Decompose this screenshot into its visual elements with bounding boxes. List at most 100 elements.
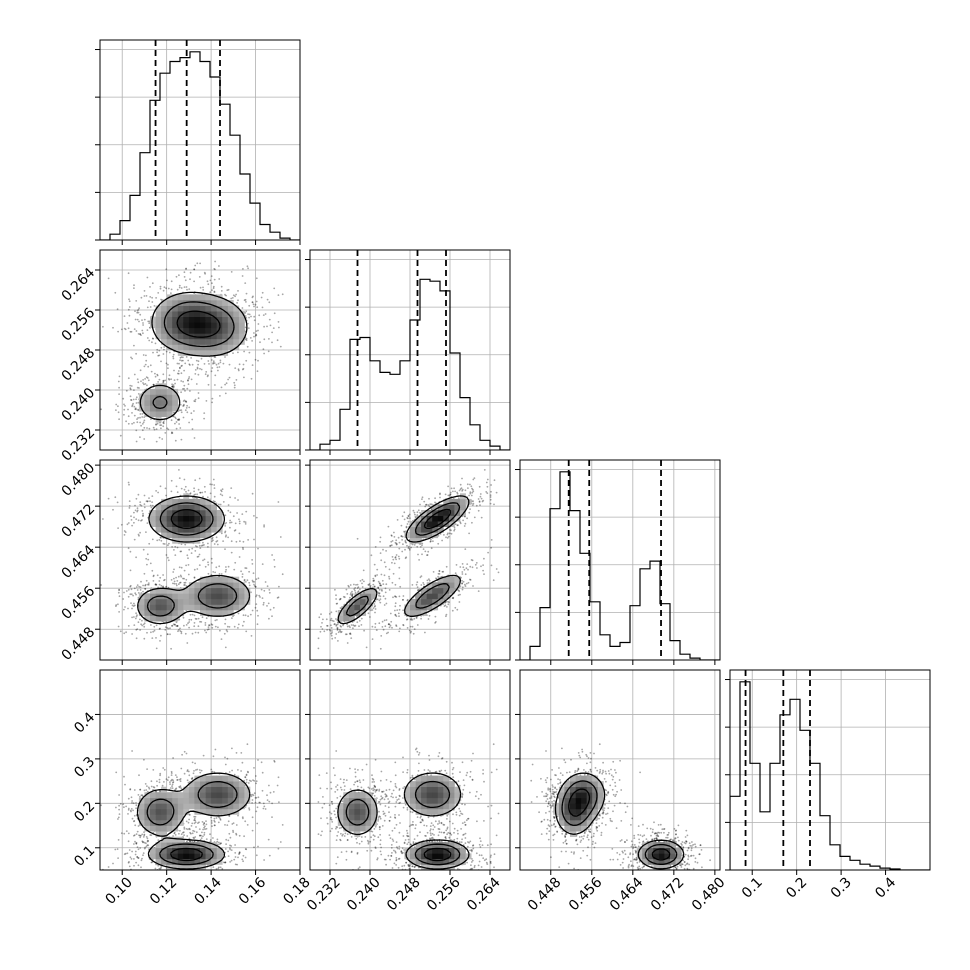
density-cell bbox=[205, 510, 212, 516]
sample-point bbox=[145, 579, 148, 582]
sample-point bbox=[186, 387, 189, 390]
sample-point bbox=[255, 330, 258, 332]
sample-point bbox=[425, 503, 427, 506]
sample-point bbox=[145, 354, 147, 357]
sample-point bbox=[187, 383, 190, 386]
sample-point bbox=[130, 808, 133, 810]
sample-point bbox=[133, 414, 136, 417]
sample-point bbox=[160, 360, 162, 363]
sample-point bbox=[224, 618, 227, 621]
sample-point bbox=[152, 384, 155, 386]
sample-point bbox=[178, 286, 181, 289]
sample-point bbox=[489, 502, 492, 505]
sample-point bbox=[411, 584, 414, 586]
sample-point bbox=[402, 599, 404, 601]
sample-point bbox=[263, 325, 265, 328]
density-cell bbox=[200, 587, 206, 594]
sample-point bbox=[137, 417, 140, 419]
sample-point bbox=[179, 581, 182, 584]
sample-point bbox=[182, 616, 185, 619]
sample-point bbox=[372, 580, 375, 582]
sample-point bbox=[154, 372, 156, 375]
sample-point bbox=[139, 416, 141, 419]
sample-point bbox=[213, 484, 216, 486]
sample-point bbox=[387, 631, 389, 634]
density-cell bbox=[188, 515, 195, 522]
sample-point bbox=[168, 542, 170, 545]
sample-point bbox=[193, 490, 196, 493]
sample-point bbox=[211, 282, 213, 285]
sample-point bbox=[464, 522, 467, 525]
sample-point bbox=[224, 622, 227, 625]
sample-point bbox=[391, 561, 393, 564]
sample-point bbox=[137, 308, 140, 311]
sample-point bbox=[162, 422, 165, 425]
sample-point bbox=[472, 478, 475, 481]
sample-point bbox=[233, 625, 236, 628]
sample-point bbox=[351, 595, 353, 597]
density-cell bbox=[183, 587, 190, 594]
density-cell bbox=[183, 294, 190, 301]
sample-point bbox=[187, 489, 190, 492]
sample-point bbox=[318, 616, 321, 619]
density-cell bbox=[150, 388, 156, 395]
sample-point bbox=[162, 420, 165, 423]
sample-point bbox=[133, 587, 136, 590]
sample-point bbox=[479, 493, 482, 495]
sample-point bbox=[218, 278, 221, 280]
sample-point bbox=[176, 491, 179, 494]
sample-point bbox=[194, 479, 197, 482]
sample-point bbox=[331, 619, 334, 622]
sample-point bbox=[271, 615, 273, 618]
sample-point bbox=[330, 634, 333, 637]
sample-point bbox=[182, 405, 185, 407]
density-cell bbox=[194, 593, 201, 600]
sample-point bbox=[273, 565, 276, 568]
sample-point bbox=[253, 585, 256, 587]
sample-point bbox=[479, 504, 481, 506]
sample-point bbox=[389, 624, 392, 627]
density-cell bbox=[205, 504, 212, 511]
sample-point bbox=[221, 494, 224, 497]
sample-point bbox=[133, 373, 136, 376]
sample-point bbox=[168, 374, 171, 377]
sample-point bbox=[146, 553, 149, 556]
sample-point bbox=[263, 589, 266, 592]
sample-point bbox=[406, 627, 409, 629]
density-cell bbox=[448, 587, 455, 594]
sample-point bbox=[142, 623, 145, 626]
sample-point bbox=[156, 574, 159, 577]
density-cell bbox=[410, 537, 416, 544]
sample-point bbox=[461, 579, 463, 582]
density-cell bbox=[194, 504, 201, 511]
sample-point bbox=[135, 628, 138, 631]
sample-point bbox=[139, 531, 142, 534]
sample-point bbox=[237, 623, 240, 626]
sample-point bbox=[470, 559, 473, 561]
sample-point bbox=[257, 359, 259, 362]
sample-point bbox=[115, 403, 118, 406]
sample-point bbox=[461, 588, 464, 591]
density-cell bbox=[432, 587, 439, 594]
sample-point bbox=[130, 356, 132, 359]
density-cell bbox=[415, 598, 422, 605]
sample-point bbox=[254, 303, 257, 306]
sample-point bbox=[149, 500, 151, 503]
sample-point bbox=[247, 327, 250, 329]
sample-point bbox=[478, 501, 481, 503]
sample-point bbox=[432, 540, 434, 543]
sample-point bbox=[182, 400, 185, 402]
density-cell bbox=[211, 515, 217, 522]
sample-point bbox=[495, 568, 498, 570]
sample-point bbox=[191, 418, 194, 421]
density-cell bbox=[155, 504, 162, 511]
sample-point bbox=[266, 605, 268, 607]
sample-point bbox=[273, 312, 276, 315]
density-cell bbox=[227, 338, 234, 345]
density-cell bbox=[432, 526, 439, 533]
sample-point bbox=[179, 627, 181, 630]
sample-point bbox=[261, 306, 264, 309]
sample-point bbox=[211, 536, 214, 539]
sample-point bbox=[401, 550, 404, 553]
sample-point bbox=[160, 634, 162, 637]
